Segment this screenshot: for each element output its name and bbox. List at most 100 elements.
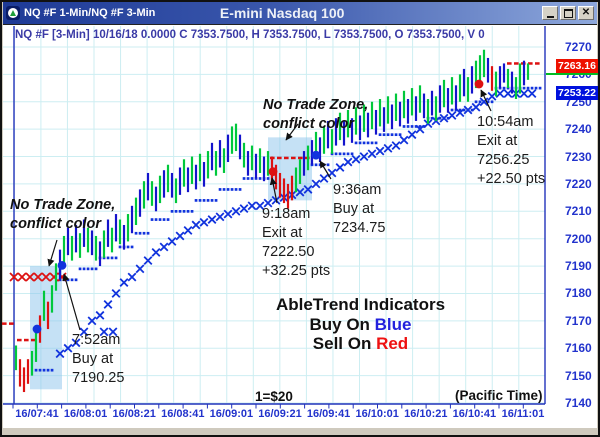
buy-stop-dot [86,267,90,271]
buy-stop-dot [378,133,382,137]
minimize-button[interactable] [542,6,558,20]
window-titlebar[interactable]: NQ #F 1-Min/NQ #F 3-Min E-mini Nasdaq 10… [3,2,597,24]
price-bar [334,118,338,146]
buy-stop-x [111,289,121,298]
buy-stop-dot [42,368,46,372]
buy-stop-x [191,220,201,230]
annotation-line: 9:36am [333,182,382,198]
buy-stop-x [103,299,113,309]
buy-stop-x [471,102,481,112]
buy-stop-dot [166,218,170,221]
annotation-line: +32.25 pts [262,263,331,279]
y-tick-label: 7220 [565,176,592,191]
sell-stop-dash [17,338,22,342]
buy-stop-dot [66,278,70,282]
buy-stop-dot [382,133,386,137]
sell-stop-dash [291,156,296,160]
price-bar [46,301,50,330]
y-tick-label: 7240 [565,122,592,137]
buy-stop-x [295,187,305,197]
price-bar [330,129,334,154]
price-bar [454,85,458,110]
app-menu-button[interactable] [6,6,20,20]
annotation-line: 7256.25 [477,152,530,168]
price-bar [14,345,18,371]
buy-stop-dot [450,108,454,112]
buy-stop-x [335,163,345,172]
buy-stop-dot [410,125,414,128]
abletrend-legend: AbleTrend Indicators Buy On Blue Sell On R… [268,295,453,354]
price-bar [418,85,422,113]
y-tick-label: 7140 [565,396,592,410]
annotation-arrow [47,239,58,267]
buy-stop-dot [246,177,250,180]
price-bar [506,68,510,89]
sell-stop-x [17,272,27,282]
annotation-line: 7:52am [72,332,121,348]
buy-stop-dot [106,256,110,260]
price-bar [414,96,418,121]
price-bar [474,60,478,89]
exit-signal-dot [268,167,278,176]
x-tick-label: 16/10:01 [355,408,399,420]
x-tick-label: 16/09:41 [306,408,351,420]
buy-stop-dot [214,199,218,202]
sell-stop-x [9,272,19,282]
price-bar [486,57,490,83]
buy-stop-dot [206,199,210,202]
annotation-trade-2-buy: 9:36am Buy at 7234.75 [333,181,385,238]
buy-stop-dot [334,152,338,156]
annotation-line: 10:54am [477,114,534,130]
price-bar [254,153,258,179]
buy-stop-dot [222,188,226,191]
sell-stop-dash [2,322,7,325]
sell-stop-x [41,272,51,282]
price-bar [202,162,206,187]
buy-stop-dot [50,368,54,372]
price-bar [298,159,302,184]
price-bar [430,90,434,116]
buy-stop-dot [338,152,342,156]
price-bar [126,214,130,242]
buy-stop-dot [358,141,362,145]
buy-stop-x [407,130,417,140]
buy-stop-dot [198,199,202,202]
buy-stop-dot [538,86,542,90]
window-title: NQ #F 1-Min/NQ #F 3-Min [24,7,156,19]
price-bar [22,367,26,393]
buy-stop-dot [190,210,194,213]
buy-stop-x [223,209,233,219]
last-price-tag: 7263.16 [556,58,598,73]
price-bar [186,167,190,193]
sell-stop-dash [535,62,540,65]
sell-stop-dash [9,322,14,325]
buy-stop-dot [194,199,198,202]
price-bar [278,172,282,198]
price-bar [90,230,94,256]
close-button[interactable]: ✕ [578,6,594,20]
annotation-line: Exit at [262,225,303,241]
price-bar [118,219,122,245]
timezone-note: (Pacific Time) [455,388,543,403]
maximize-button[interactable] [560,6,576,20]
buy-stop-dot [390,133,394,137]
price-bar [286,183,290,209]
buy-stop-x [367,149,377,159]
buy-stop-dot [506,86,510,90]
price-bar [422,93,426,119]
buy-stop-dot [102,256,106,260]
buy-stop-dot [346,152,350,156]
price-bar [134,197,138,225]
buy-stop-x [463,105,473,115]
buy-stop-x [207,215,217,224]
buy-stop-dot [254,177,258,180]
buy-stop-x [151,247,161,257]
buy-stop-dot [474,100,478,104]
legend-line: Sell On Red [268,334,453,354]
annotation-line: conflict color [10,216,102,232]
price-bar [206,151,210,179]
buy-stop-dot [90,267,94,271]
price-bar [394,93,398,121]
x-tick-label: 16/07:41 [15,408,59,420]
